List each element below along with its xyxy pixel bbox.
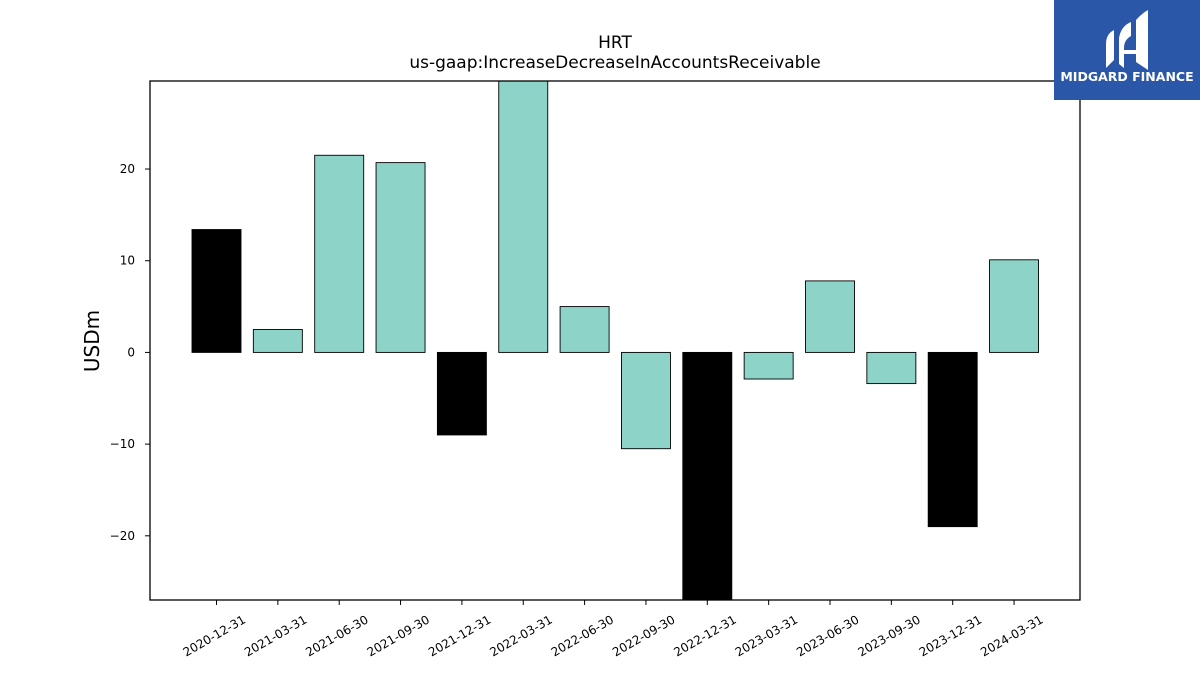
x-tick-label: 2021-12-31 [426, 612, 493, 659]
x-tick-label: 2023-06-30 [794, 612, 861, 659]
bar-2021-06-30 [314, 154, 365, 353]
bar-2021-03-31 [252, 329, 303, 353]
bar-2022-09-30 [621, 351, 671, 450]
chart-title: HRT [598, 33, 632, 53]
y-axis: −20 −10 0 10 20 [110, 162, 150, 543]
y-tick-label: 10 [120, 254, 135, 268]
bar-2020-12-31 [191, 229, 242, 353]
x-tick-label: 2020-12-31 [181, 612, 248, 659]
bar-2023-03-31 [743, 351, 794, 380]
x-tick-label: 2022-12-31 [671, 612, 738, 659]
x-tick-label: 2021-06-30 [303, 612, 370, 659]
bar-2021-12-31 [436, 351, 487, 436]
x-tick-label: 2021-03-31 [242, 612, 309, 659]
x-tick-label: 2022-06-30 [549, 612, 616, 659]
y-tick-label: −10 [110, 437, 135, 451]
bar-2022-12-31 [682, 351, 733, 601]
chart-subtitle: us-gaap:IncreaseDecreaseInAccountsReceiv… [409, 53, 820, 73]
y-tick-label: 0 [127, 345, 135, 359]
bar-2022-03-31 [498, 80, 549, 353]
y-tick-label: 20 [120, 162, 135, 176]
x-tick-label: 2022-09-30 [610, 612, 677, 659]
bar-2021-09-30 [375, 162, 426, 353]
x-tick-label: 2022-03-31 [487, 612, 554, 659]
x-axis: 2020-12-312021-03-312021-06-302021-09-30… [181, 600, 1046, 659]
x-tick-label: 2024-03-31 [978, 612, 1045, 659]
bar-2023-06-30 [805, 280, 855, 353]
x-tick-label: 2023-03-31 [733, 612, 800, 659]
y-tick-label: −20 [110, 529, 135, 543]
logo-text: MIDGARD FINANCE [1060, 69, 1193, 84]
plot-frame [149, 80, 1081, 601]
x-tick-label: 2023-12-31 [917, 612, 984, 659]
x-tick-label: 2021-09-30 [365, 612, 432, 659]
bar-2023-09-30 [866, 351, 917, 385]
bar-2022-06-30 [559, 306, 610, 353]
bar-2024-03-31 [989, 259, 1039, 353]
bars-group [191, 80, 1039, 601]
x-tick-label: 2023-09-30 [855, 612, 922, 659]
bar-2023-12-31 [927, 351, 978, 528]
y-axis-label: USDm [80, 310, 104, 372]
brand-logo: MIDGARD FINANCE [1054, 0, 1200, 100]
logo-mark-icon [1106, 10, 1148, 70]
